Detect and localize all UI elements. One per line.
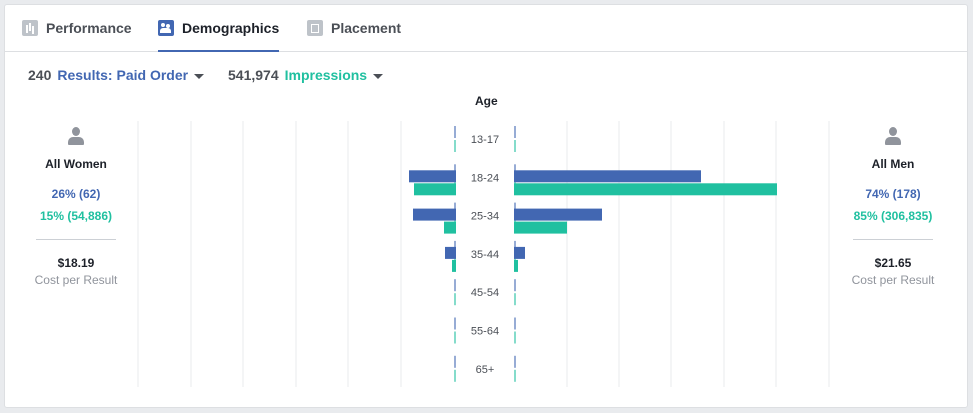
axis-stub: [454, 317, 456, 330]
axis-stub: [454, 164, 456, 177]
age-tick-label: 25-34: [471, 211, 499, 223]
women-impressions-pct: 15% (54,886): [39, 209, 113, 223]
women-cost-label: Cost per Result: [34, 273, 118, 287]
report-tabs: Performance Demographics Placement: [5, 5, 967, 52]
axis-stub: [514, 178, 516, 191]
age-tick-label: 13-17: [471, 134, 499, 146]
women-cost: $18.19: [57, 256, 95, 270]
bar-men-impressions-35-44: [514, 259, 518, 272]
axis-stub: [454, 331, 456, 344]
axis-stub: [454, 240, 456, 253]
axis-stub: [454, 216, 456, 229]
axis-stub: [454, 140, 456, 152]
axis-stub: [514, 140, 516, 152]
axis-stub: [454, 355, 456, 368]
divider: [853, 239, 933, 240]
axis-stub: [514, 240, 516, 253]
axis-stub: [514, 164, 516, 177]
men-summary: All Men 74% (178) 85% (306,835) $21.65 C…: [838, 127, 948, 287]
bar-women-results-35-44: [445, 246, 456, 259]
women-title: All Women: [45, 157, 107, 171]
results-metric-selector[interactable]: 240 Results: Paid Order: [28, 67, 205, 83]
men-results-pct: 74% (178): [865, 187, 921, 201]
age-axis-title: Age: [475, 94, 498, 108]
axis-stub: [454, 293, 456, 306]
axis-stub: [514, 216, 516, 229]
bar-women-impressions-18-24: [414, 183, 456, 196]
men-cost: $21.65: [874, 256, 912, 270]
tab-demographics[interactable]: Demographics: [158, 5, 280, 52]
bar-men-results-18-24: [514, 170, 701, 183]
axis-stub: [514, 331, 516, 344]
placement-icon: [307, 20, 323, 36]
person-icon: [68, 127, 84, 147]
tab-placement-label: Placement: [331, 20, 402, 36]
impressions-label[interactable]: Impressions: [284, 67, 368, 83]
axis-stub: [514, 369, 516, 382]
axis-stub: [514, 279, 516, 292]
axis-stub: [514, 254, 516, 267]
age-tick-label: 55-64: [471, 326, 499, 338]
axis-stub: [454, 126, 456, 138]
axis-stub: [454, 279, 456, 292]
results-label[interactable]: Results: Paid Order: [57, 67, 189, 83]
men-title: All Men: [871, 157, 915, 171]
demographics-card: Performance Demographics Placement 240 R…: [4, 4, 968, 408]
bar-women-impressions-35-44: [452, 259, 456, 272]
age-tick-label: 45-54: [471, 287, 499, 299]
men-cost-label: Cost per Result: [851, 273, 935, 287]
women-results-pct: 26% (62): [51, 187, 101, 201]
bar-men-impressions-18-24: [514, 183, 777, 196]
axis-stub: [454, 254, 456, 267]
tab-placement[interactable]: Placement: [307, 5, 401, 51]
chevron-down-icon[interactable]: [373, 73, 384, 79]
age-gender-chart: 13-17 18-24 25-34 35-44 45-54 55-64 65+: [137, 121, 830, 387]
axis-stub: [454, 202, 456, 215]
axis-stub: [514, 355, 516, 368]
tab-performance-label: Performance: [46, 20, 132, 36]
age-tick-label: 65+: [476, 364, 495, 376]
impressions-count: 541,974: [228, 67, 279, 83]
axis-stub: [514, 202, 516, 215]
person-icon: [885, 127, 901, 147]
chevron-down-icon[interactable]: [194, 73, 205, 79]
bar-women-results-18-24: [409, 170, 456, 183]
age-tick-label: 18-24: [471, 172, 499, 184]
impressions-metric-selector[interactable]: 541,974 Impressions: [228, 67, 384, 83]
bar-women-results-25-34: [413, 208, 456, 221]
bar-men-impressions-25-34: [514, 221, 567, 234]
divider: [36, 239, 116, 240]
age-tick-label: 35-44: [471, 249, 499, 261]
bar-women-impressions-25-34: [444, 221, 456, 234]
axis-stub: [514, 126, 516, 138]
axis-stub: [454, 178, 456, 191]
tab-performance[interactable]: Performance: [22, 5, 132, 51]
people-icon: [158, 20, 174, 36]
women-summary: All Women 26% (62) 15% (54,886) $18.19 C…: [21, 127, 131, 287]
bar-men-results-25-34: [514, 208, 602, 221]
axis-stub: [454, 369, 456, 382]
bar-chart-icon: [22, 20, 38, 36]
axis-stub: [514, 317, 516, 330]
results-count: 240: [28, 67, 52, 83]
bar-men-results-35-44: [514, 246, 525, 259]
men-impressions-pct: 85% (306,835): [853, 209, 933, 223]
axis-stub: [514, 293, 516, 306]
tab-demographics-label: Demographics: [182, 20, 280, 36]
